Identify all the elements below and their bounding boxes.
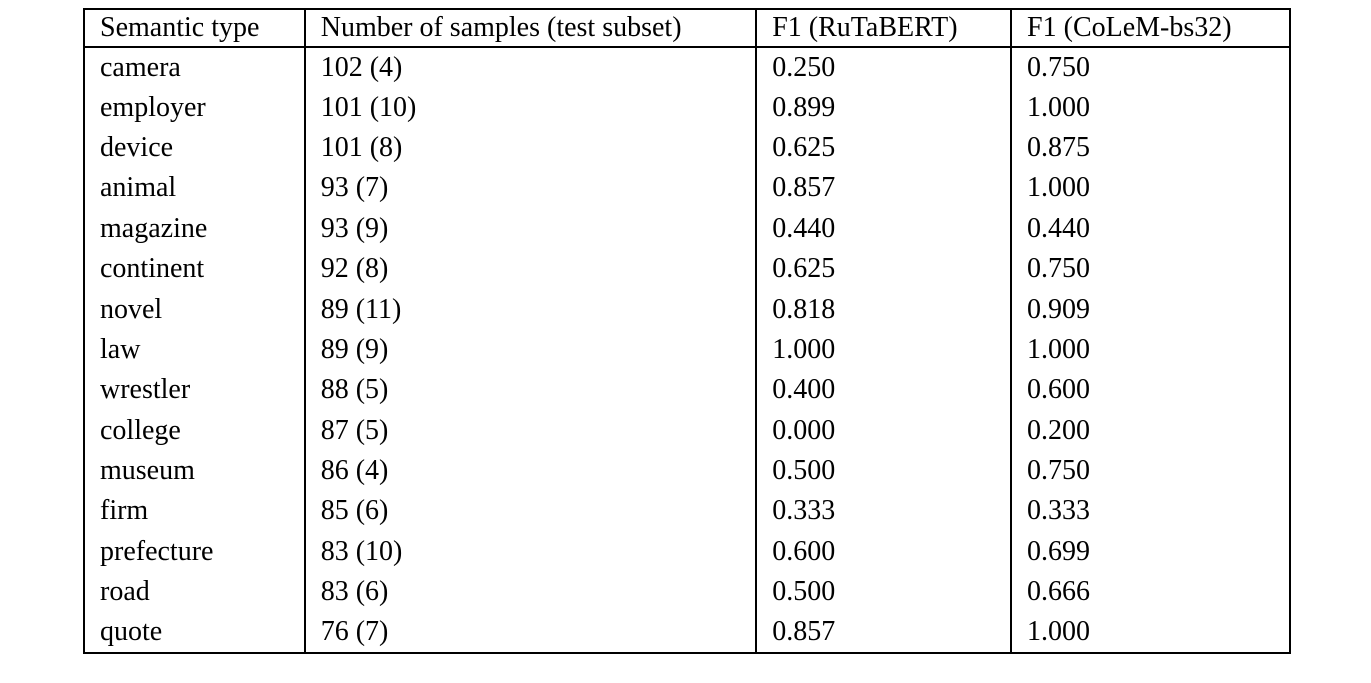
cell-num-samples: 83 (6) bbox=[303, 572, 757, 613]
table-body: camera 102 (4) 0.250 0.750 employer 101 … bbox=[84, 47, 1290, 653]
table-row: law 89 (9) 1.000 1.000 bbox=[84, 329, 1290, 371]
table-row: device 101 (8) 0.625 0.875 bbox=[84, 127, 1290, 169]
cell-semantic-type: college bbox=[100, 414, 181, 446]
cell-semantic-type: camera bbox=[100, 51, 181, 83]
table-row: firm 85 (6) 0.333 0.333 bbox=[84, 491, 1290, 532]
cell-num-samples: 76 (7) bbox=[303, 612, 757, 653]
cell-f1-colem: 0.699 bbox=[1010, 531, 1290, 573]
cell-f1-colem: 1.000 bbox=[1010, 87, 1290, 128]
cell-f1-colem: 0.200 bbox=[1010, 410, 1290, 451]
cell-f1-rutabert: 0.857 bbox=[755, 168, 1012, 209]
cell-semantic-type: road bbox=[100, 576, 150, 608]
table-row: employer 101 (10) 0.899 1.000 bbox=[84, 87, 1290, 128]
cell-semantic-type: continent bbox=[100, 253, 205, 285]
table-header-row: Semantic type Number of samples (test su… bbox=[84, 9, 1290, 47]
cell-f1-rutabert: 0.333 bbox=[755, 491, 1012, 532]
column-header-f1-rutabert: F1 (RuTaBERT) bbox=[755, 9, 1012, 47]
cell-num-samples: 89 (9) bbox=[303, 329, 757, 371]
table-row: college 87 (5) 0.000 0.200 bbox=[84, 410, 1290, 451]
cell-num-samples: 85 (6) bbox=[303, 491, 757, 532]
table-row: continent 92 (8) 0.625 0.750 bbox=[84, 248, 1290, 290]
cell-f1-rutabert: 0.899 bbox=[755, 87, 1012, 128]
cell-f1-colem: 0.666 bbox=[1010, 572, 1290, 613]
table-row: prefecture 83 (10) 0.600 0.699 bbox=[84, 531, 1290, 573]
cell-semantic-type: magazine bbox=[100, 212, 208, 244]
cell-semantic-type: employer bbox=[100, 91, 206, 123]
cell-f1-colem: 1.000 bbox=[1010, 168, 1290, 209]
cell-num-samples: 88 (5) bbox=[303, 370, 757, 411]
cell-f1-rutabert: 0.625 bbox=[755, 248, 1012, 290]
cell-f1-colem: 0.750 bbox=[1010, 450, 1290, 492]
results-table: Semantic type Number of samples (test su… bbox=[83, 8, 1291, 654]
table-row: quote 76 (7) 0.857 1.000 bbox=[84, 612, 1290, 653]
cell-f1-colem: 0.750 bbox=[1010, 47, 1290, 88]
cell-semantic-type: prefecture bbox=[100, 535, 214, 567]
cell-f1-colem: 0.909 bbox=[1010, 289, 1290, 330]
cell-num-samples: 93 (7) bbox=[303, 168, 757, 209]
table-row: novel 89 (11) 0.818 0.909 bbox=[84, 289, 1290, 330]
cell-f1-rutabert: 0.625 bbox=[755, 127, 1012, 169]
table-row: museum 86 (4) 0.500 0.750 bbox=[84, 450, 1290, 492]
cell-semantic-type: wrestler bbox=[100, 374, 191, 406]
cell-f1-rutabert: 0.500 bbox=[755, 572, 1012, 613]
cell-f1-colem: 1.000 bbox=[1010, 329, 1290, 371]
cell-f1-rutabert: 0.250 bbox=[755, 47, 1012, 88]
cell-num-samples: 101 (10) bbox=[303, 87, 757, 128]
cell-f1-rutabert: 0.000 bbox=[755, 410, 1012, 451]
table-row: road 83 (6) 0.500 0.666 bbox=[84, 572, 1290, 613]
cell-num-samples: 87 (5) bbox=[303, 410, 757, 451]
cell-f1-colem: 0.875 bbox=[1010, 127, 1290, 169]
cell-f1-rutabert: 0.440 bbox=[755, 208, 1012, 249]
cell-semantic-type: novel bbox=[100, 293, 163, 325]
cell-num-samples: 102 (4) bbox=[303, 47, 757, 88]
cell-f1-rutabert: 0.500 bbox=[755, 450, 1012, 492]
cell-f1-colem: 1.000 bbox=[1010, 612, 1290, 653]
table-row: animal 93 (7) 0.857 1.000 bbox=[84, 168, 1290, 209]
cell-semantic-type: museum bbox=[100, 455, 195, 487]
cell-f1-rutabert: 0.600 bbox=[755, 531, 1012, 573]
cell-num-samples: 93 (9) bbox=[303, 208, 757, 249]
column-header-semantic-type: Semantic type bbox=[100, 12, 260, 43]
cell-f1-rutabert: 0.818 bbox=[755, 289, 1012, 330]
column-header-f1-colem: F1 (CoLeM-bs32) bbox=[1010, 9, 1290, 47]
cell-num-samples: 89 (11) bbox=[303, 289, 757, 330]
cell-f1-colem: 0.440 bbox=[1010, 208, 1290, 249]
cell-f1-rutabert: 0.857 bbox=[755, 612, 1012, 653]
cell-semantic-type: device bbox=[100, 131, 174, 163]
cell-semantic-type: animal bbox=[100, 172, 177, 204]
cell-f1-colem: 0.333 bbox=[1010, 491, 1290, 532]
cell-num-samples: 92 (8) bbox=[303, 248, 757, 290]
cell-f1-colem: 0.600 bbox=[1010, 370, 1290, 411]
cell-semantic-type: quote bbox=[100, 616, 163, 648]
cell-f1-rutabert: 1.000 bbox=[755, 329, 1012, 371]
cell-f1-colem: 0.750 bbox=[1010, 248, 1290, 290]
cell-semantic-type: firm bbox=[100, 495, 149, 527]
table-row: magazine 93 (9) 0.440 0.440 bbox=[84, 208, 1290, 249]
cell-num-samples: 83 (10) bbox=[303, 531, 757, 573]
table-row: camera 102 (4) 0.250 0.750 bbox=[84, 47, 1290, 88]
cell-num-samples: 101 (8) bbox=[303, 127, 757, 169]
column-header-num-samples: Number of samples (test subset) bbox=[303, 9, 757, 47]
table-row: wrestler 88 (5) 0.400 0.600 bbox=[84, 370, 1290, 411]
cell-num-samples: 86 (4) bbox=[303, 450, 757, 492]
cell-f1-rutabert: 0.400 bbox=[755, 370, 1012, 411]
cell-semantic-type: law bbox=[100, 333, 141, 365]
